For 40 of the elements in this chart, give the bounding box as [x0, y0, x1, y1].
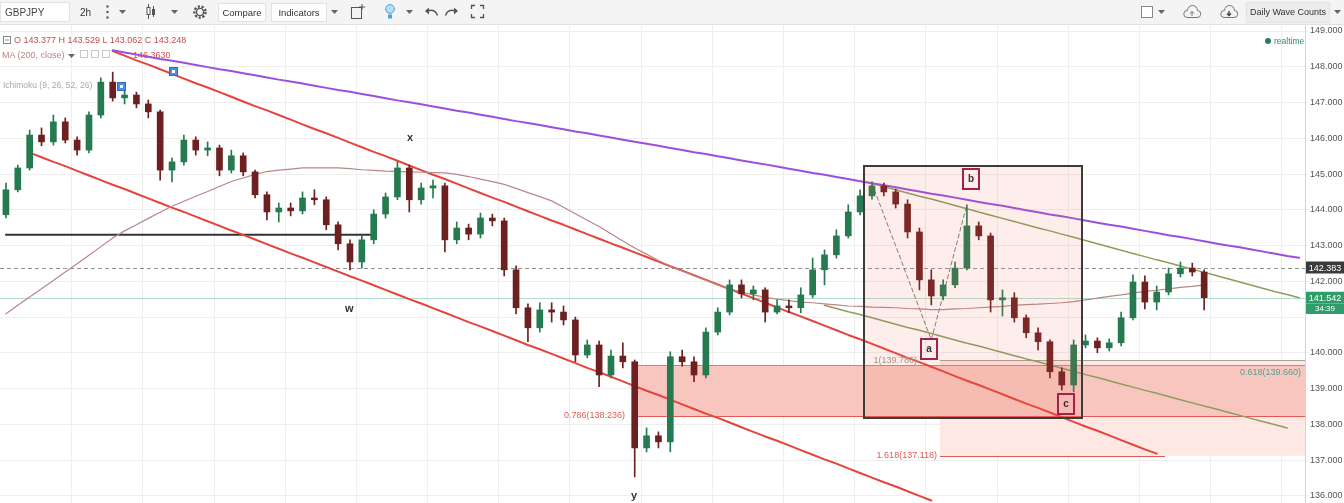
y-tick-label: 147.000 — [1310, 97, 1343, 107]
annotation: x — [407, 131, 414, 143]
y-tick-label: 149.000 — [1310, 25, 1343, 36]
ref-line-label: 142.383 — [1308, 262, 1342, 273]
chart-title: GBPJPY — [5, 7, 45, 18]
letter-frame: a — [920, 338, 938, 360]
y-tick-label: 139.000 — [1310, 383, 1343, 394]
y-tick-label: 145.000 — [1310, 168, 1343, 179]
button: Daily Wave Counts — [1246, 2, 1330, 23]
ref-line-label: 0.618(139.660) — [1239, 366, 1301, 377]
letter-frame: b — [962, 168, 980, 190]
y-tick-label: 136.000 — [1310, 490, 1343, 501]
y-tick-label: 146.000 — [1310, 132, 1343, 143]
button: Indicators — [271, 3, 327, 22]
annotation: w — [345, 302, 354, 314]
y-tick-label: 142.000 — [1310, 275, 1343, 286]
annotation: b — [967, 173, 975, 184]
y-tick-label: 138.000 — [1310, 418, 1343, 429]
text-field: GBPJPY — [0, 2, 70, 22]
candlestick — [275, 202, 283, 223]
ref-line-label: 0.786(138.236) — [563, 410, 625, 421]
y-tick-label: 144.000 — [1310, 204, 1343, 215]
y-tick-label: 137.000 — [1310, 454, 1343, 465]
text: O 143.377 H 143.529 L 143.062 C 143.248 — [14, 35, 187, 45]
y-tick-label: 143.000 — [1310, 240, 1343, 251]
annotation: y — [631, 489, 638, 501]
annotation: realtime — [1274, 36, 1305, 46]
button: Compare — [218, 3, 266, 22]
annotation: Ichimoku (9, 26, 52, 26) — [3, 80, 93, 90]
tag: 34:39 — [1306, 304, 1344, 314]
annotation: c — [1063, 398, 1069, 409]
ref-line-label: 1.618(137.118) — [876, 450, 937, 461]
y-tick-label: 148.000 — [1310, 61, 1343, 72]
ref-line-label: 141.542 — [1308, 292, 1342, 303]
letter-frame: c — [1057, 393, 1075, 415]
ref-line-label: 1(139.786) — [873, 354, 917, 365]
text: MA (200, close) — [2, 50, 65, 60]
text: 2h — [80, 7, 92, 18]
y-tick-label: 140.000 — [1310, 347, 1343, 358]
annotation: a — [926, 343, 932, 354]
